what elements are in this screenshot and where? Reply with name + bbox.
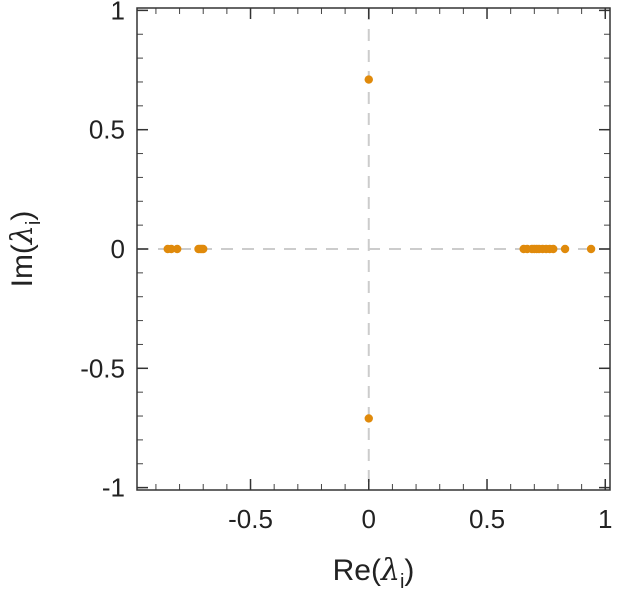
x-tick-label: 1	[598, 504, 612, 534]
eigenvalue-point	[173, 244, 182, 254]
y-axis-label-prefix: Im(	[6, 244, 39, 287]
y-tick-label: -1	[102, 473, 125, 503]
x-axis-label-suffix: )	[404, 554, 414, 587]
eigenvalue-point	[549, 244, 558, 254]
y-tick-label: 1	[111, 0, 125, 25]
x-tick-labels: -0.5 0 0.5 1	[228, 504, 612, 534]
plot-frame	[136, 7, 611, 491]
eigenvalue-point	[167, 244, 176, 254]
eigenvalue-point	[364, 414, 373, 423]
y-axis-label-suffix: )	[6, 211, 39, 221]
major-ticks	[137, 8, 610, 490]
x-axis-label-symbol: λ	[380, 553, 400, 588]
eigenvalue-point	[364, 75, 373, 84]
eigenvalue-point	[586, 244, 596, 254]
eigenvalue-point	[560, 244, 570, 254]
x-tick-label: 0.5	[469, 504, 505, 534]
x-axis-label-prefix: Re(	[333, 554, 381, 587]
y-axis-label-symbol: λ	[5, 225, 40, 245]
reference-lines	[137, 8, 610, 490]
y-tick-label: 0	[111, 234, 125, 264]
y-axis-label-subscript: i	[23, 221, 45, 225]
y-tick-label: 0.5	[89, 115, 125, 145]
x-axis-label-subscript: i	[400, 571, 404, 593]
y-tick-labels: -1 -0.5 0 0.5 1	[80, 0, 125, 503]
x-tick-label: 0	[362, 504, 376, 534]
minor-ticks	[137, 8, 610, 490]
eigenvalue-point	[199, 244, 208, 254]
data-points	[163, 75, 596, 423]
x-axis-label: Re(λi)	[333, 553, 415, 593]
y-tick-label: -0.5	[80, 353, 125, 383]
x-tick-label: -0.5	[228, 504, 273, 534]
y-axis-label: Im(λi)	[5, 211, 45, 288]
